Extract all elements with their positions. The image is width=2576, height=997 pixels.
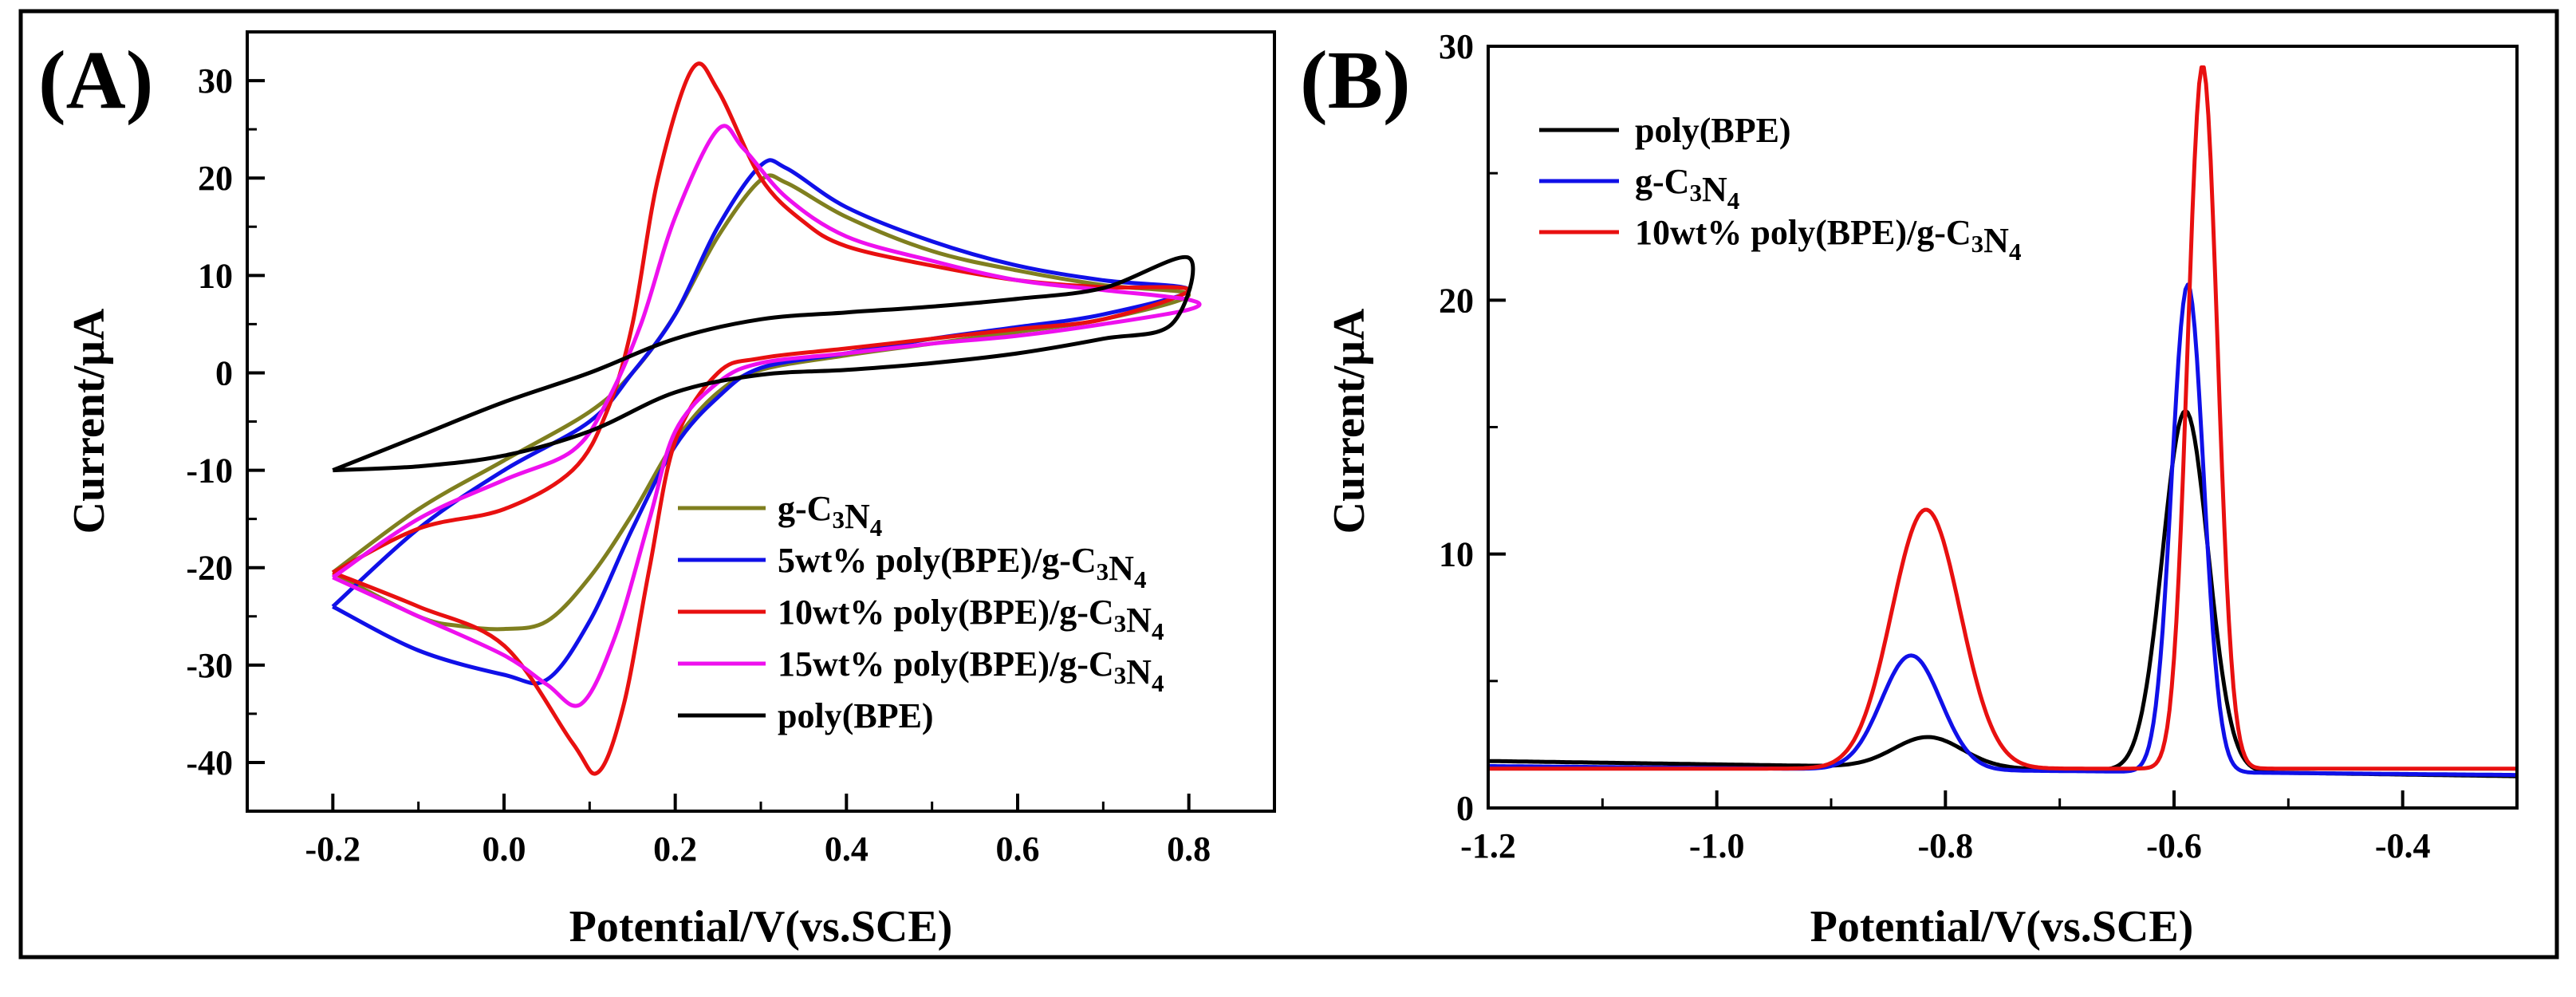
- panel-a-xtick-label: 0.8: [1167, 830, 1211, 869]
- panel-a-xtick-label: 0.6: [996, 830, 1040, 869]
- panel-a-ytick-label: 10: [198, 256, 233, 295]
- series-line-10wt-poly-bpe-g-c3n4: [332, 61, 1191, 776]
- panel-a-ylabel: Current/μA: [65, 308, 114, 534]
- panel-a-ytick-label: 20: [198, 159, 233, 198]
- panel-b-ticks: -1.2 -1.0 -0.8 -0.6 -0.4 0 10 20 30: [1439, 27, 2430, 865]
- panel-a-ytick-label: -10: [186, 451, 233, 491]
- legend-label-10wt-poly-bpe-g-c3n4: 10wt% poly(BPE)/g-C3N4: [778, 593, 1164, 645]
- panel-a-xlabel: Potential/V(vs.SCE): [569, 902, 953, 952]
- panel-b: (B) -1.2 -1.0 -0.8 -0.6 -0.4 0 10 20 30 Potentia…: [1300, 27, 2519, 952]
- panel-a-ticks: -0.2 0.0 0.2 0.4 0.6 0.8 -40 -30 -20 -10 0 10 20 30: [186, 61, 1211, 869]
- panel-b-ytick-label: 10: [1439, 535, 1474, 574]
- panel-a-xtick-label: 0.2: [653, 830, 697, 869]
- panel-b-ytick-label: 0: [1456, 789, 1474, 828]
- legend-label-g-c3n4: g-C3N4: [1635, 162, 1739, 215]
- panel-b-axes-frame: [1487, 45, 2519, 810]
- figure-frame: [18, 9, 2559, 960]
- panel-b-xtick-label: -0.6: [2146, 826, 2202, 865]
- panel-a-plot-area: [331, 61, 1202, 776]
- panel-b-xlabel: Potential/V(vs.SCE): [1810, 902, 2194, 952]
- panel-b-xtick-label: -1.0: [1689, 826, 1745, 865]
- panel-a-xtick-label: 0.0: [483, 830, 526, 869]
- series-line-poly-bpe: [1487, 408, 2517, 778]
- panel-a-xtick-label: -0.2: [305, 830, 361, 869]
- panel-a-ytick-label: -40: [186, 743, 233, 782]
- series-line-g-c3n4: [1488, 282, 2517, 778]
- series-line-15wt-poly-bpe-g-c3n4: [331, 124, 1202, 708]
- series-line-poly-bpe: [332, 254, 1195, 473]
- legend-label-poly-bpe: poly(BPE): [778, 696, 934, 735]
- panel-b-plot-area: [1487, 65, 2517, 778]
- panel-b-xtick-label: -0.8: [1918, 826, 1974, 865]
- legend-label-10wt-poly-bpe-g-c3n4: 10wt% poly(BPE)/g-C3N4: [1635, 213, 2021, 266]
- panel-a-ytick-label: 0: [215, 353, 233, 392]
- panel-a-axes-frame: [246, 30, 1276, 813]
- panel-b-xtick-label: -0.4: [2375, 826, 2431, 865]
- panel-b-xtick-label: -1.2: [1460, 826, 1516, 865]
- panel-a-label: (A): [38, 34, 153, 126]
- panel-a-ytick-label: -30: [186, 646, 233, 685]
- panel-b-label: (B): [1300, 34, 1411, 126]
- panel-b-ytick-label: 20: [1439, 281, 1474, 320]
- legend-label-poly-bpe: poly(BPE): [1635, 111, 1791, 150]
- panel-a-xtick-label: 0.4: [825, 830, 869, 869]
- panel-a-ytick-label: -20: [186, 549, 233, 588]
- legend-label-15wt-poly-bpe-g-c3n4: 15wt% poly(BPE)/g-C3N4: [778, 644, 1164, 697]
- panel-b-ytick-label: 30: [1439, 27, 1474, 66]
- panel-a-ytick-label: 30: [198, 61, 233, 100]
- legend-label-5wt-poly-bpe-g-c3n4: 5wt% poly(BPE)/g-C3N4: [778, 541, 1146, 593]
- legend-label-g-c3n4: g-C3N4: [778, 489, 882, 542]
- series-line-10wt-poly-bpe-g-c3n4: [1488, 65, 2517, 771]
- panel-b-ylabel: Current/μA: [1325, 308, 1374, 534]
- panel-a: (A) -0.2 0.0 0.2 0.4 0.6 0.8 -40 -30 -20 -10 0 10 20…: [38, 30, 1276, 952]
